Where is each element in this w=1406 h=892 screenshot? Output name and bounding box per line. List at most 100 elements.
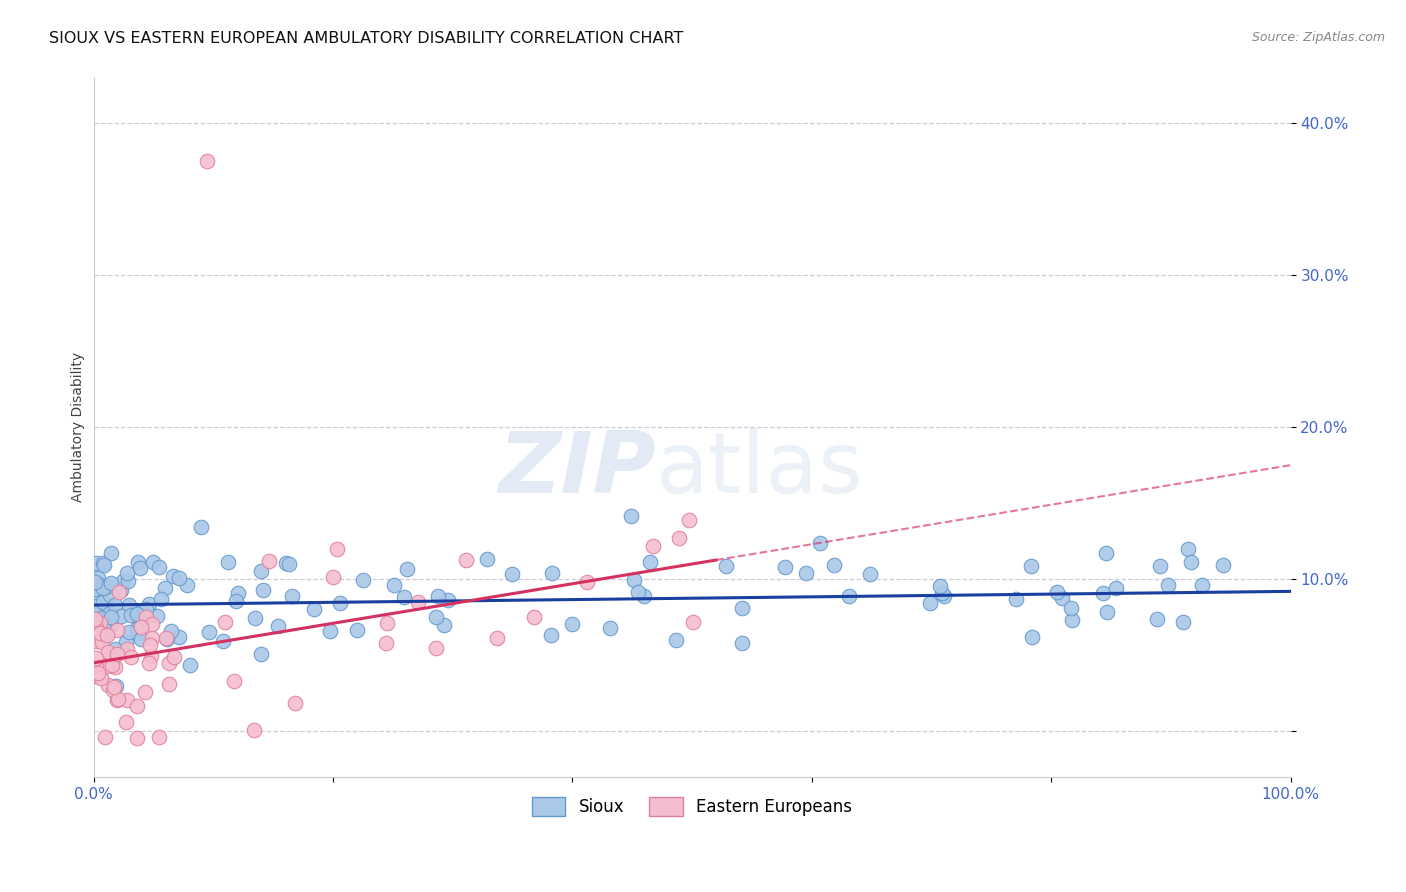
Point	[129, 632, 152, 646]
Point	[477, 551, 499, 566]
Point	[1095, 605, 1118, 619]
Point	[1021, 630, 1043, 644]
Point	[668, 531, 690, 545]
Point	[167, 630, 190, 644]
Point	[326, 542, 349, 557]
Point	[427, 589, 450, 603]
Point	[86, 651, 108, 665]
Point	[100, 609, 122, 624]
Point	[375, 616, 398, 631]
Point	[731, 601, 754, 615]
Point	[162, 649, 184, 664]
Point	[98, 606, 121, 620]
Point	[93, 558, 115, 573]
Point	[84, 582, 107, 596]
Point	[159, 657, 181, 671]
Point	[714, 558, 737, 573]
Point	[96, 628, 118, 642]
Point	[918, 596, 941, 610]
Point	[932, 590, 955, 604]
Point	[1149, 559, 1171, 574]
Point	[129, 561, 152, 575]
Point	[94, 628, 117, 642]
Point	[89, 615, 111, 630]
Point	[501, 566, 523, 581]
Point	[96, 659, 118, 673]
Point	[638, 555, 661, 569]
Point	[135, 610, 157, 624]
Point	[100, 618, 122, 632]
Point	[162, 569, 184, 583]
Point	[406, 595, 429, 609]
Point	[86, 634, 108, 648]
Point	[115, 715, 138, 730]
Point	[90, 584, 112, 599]
Point	[1180, 556, 1202, 570]
Point	[90, 611, 112, 625]
Point	[97, 579, 120, 593]
Point	[523, 610, 546, 624]
Point	[104, 659, 127, 673]
Point	[176, 578, 198, 592]
Point	[561, 617, 583, 632]
Point	[138, 656, 160, 670]
Point	[104, 598, 127, 612]
Point	[115, 641, 138, 656]
Point	[682, 615, 704, 630]
Point	[1146, 612, 1168, 626]
Text: SIOUX VS EASTERN EUROPEAN AMBULATORY DISABILITY CORRELATION CHART: SIOUX VS EASTERN EUROPEAN AMBULATORY DIS…	[49, 31, 683, 46]
Point	[633, 589, 655, 603]
Point	[117, 566, 139, 580]
Point	[93, 622, 115, 636]
Point	[395, 562, 418, 576]
Point	[425, 609, 447, 624]
Point	[120, 650, 142, 665]
Point	[84, 556, 107, 570]
Point	[90, 634, 112, 648]
Point	[91, 611, 114, 625]
Point	[125, 731, 148, 745]
Point	[153, 581, 176, 595]
Point	[134, 685, 156, 699]
Point	[148, 730, 170, 744]
Point	[486, 631, 509, 645]
Point	[931, 585, 953, 599]
Point	[91, 595, 114, 609]
Point	[83, 574, 105, 589]
Point	[129, 620, 152, 634]
Point	[89, 626, 111, 640]
Point	[107, 585, 129, 599]
Point	[329, 597, 352, 611]
Point	[665, 633, 688, 648]
Point	[117, 574, 139, 589]
Point	[274, 556, 297, 570]
Point	[135, 602, 157, 616]
Point	[773, 560, 796, 574]
Point	[100, 575, 122, 590]
Point	[382, 578, 405, 592]
Point	[433, 617, 456, 632]
Point	[90, 672, 112, 686]
Point	[125, 698, 148, 713]
Point	[392, 590, 415, 604]
Point	[226, 586, 249, 600]
Point	[1050, 591, 1073, 605]
Point	[1095, 546, 1118, 560]
Point	[97, 678, 120, 692]
Point	[94, 730, 117, 744]
Point	[794, 566, 817, 581]
Point	[160, 624, 183, 638]
Point	[1191, 578, 1213, 592]
Point	[375, 635, 398, 649]
Point	[110, 608, 132, 623]
Point	[454, 553, 477, 567]
Point	[304, 601, 326, 615]
Point	[1091, 586, 1114, 600]
Point	[346, 623, 368, 637]
Point	[626, 584, 648, 599]
Point	[86, 624, 108, 639]
Point	[319, 624, 342, 639]
Y-axis label: Ambulatory Disability: Ambulatory Disability	[72, 352, 86, 502]
Point	[141, 616, 163, 631]
Point	[190, 519, 212, 533]
